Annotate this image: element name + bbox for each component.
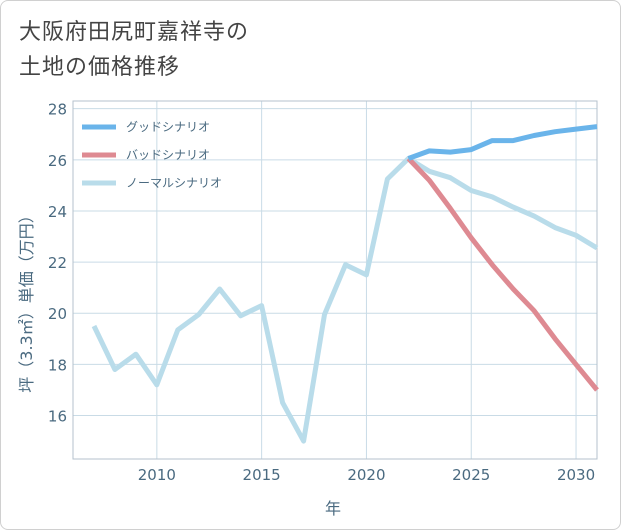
y-axis-title: 坪（3.3㎡）単価（万円） [17, 207, 36, 392]
y-tick-label: 16 [48, 408, 67, 426]
chart-title-line2: 土地の価格推移 [19, 55, 181, 80]
x-axis-title: 年 [325, 499, 341, 518]
x-tick-label: 2020 [347, 466, 385, 484]
y-tick-label: 22 [48, 254, 67, 272]
x-tick-label: 2030 [557, 466, 595, 484]
series-lines [91, 124, 599, 444]
x-tick-label: 2015 [243, 466, 281, 484]
legend-label: バッドシナリオ [126, 148, 210, 162]
y-tick-label: 24 [48, 203, 67, 221]
y-tick-label: 18 [48, 356, 67, 374]
grid-lines [73, 101, 597, 459]
y-tick-label: 26 [48, 152, 67, 170]
y-tick-label: 28 [48, 101, 67, 119]
chart-title-line1: 大阪府田尻町嘉祥寺の [19, 20, 250, 45]
y-tick-labels: 16 18 20 22 24 26 28 [48, 101, 67, 426]
series-line-0 [407, 124, 598, 161]
x-tick-label: 2010 [138, 466, 176, 484]
series-line-2 [91, 156, 599, 444]
x-tick-label: 2025 [452, 466, 490, 484]
chart-title: 大阪府田尻町嘉祥寺の 土地の価格推移 [19, 15, 249, 85]
plot-frame [72, 100, 598, 460]
x-tick-labels: 2010 2015 2020 2025 2030 [138, 466, 595, 484]
legend-label: ノーマルシナリオ [126, 176, 222, 190]
y-tick-label: 20 [48, 305, 67, 323]
series-line-1 [406, 156, 599, 392]
legend-label: グッドシナリオ [126, 120, 210, 134]
